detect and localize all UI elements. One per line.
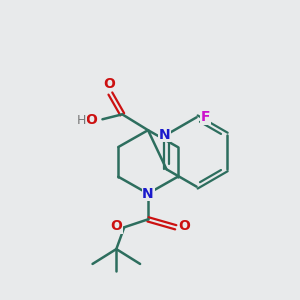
Text: O: O [103, 76, 115, 91]
Text: O: O [179, 219, 190, 233]
Text: H: H [77, 114, 87, 127]
Text: F: F [200, 110, 210, 124]
Text: N: N [142, 187, 154, 201]
Text: N: N [159, 128, 170, 142]
Text: O: O [85, 113, 98, 127]
Text: O: O [110, 219, 122, 233]
